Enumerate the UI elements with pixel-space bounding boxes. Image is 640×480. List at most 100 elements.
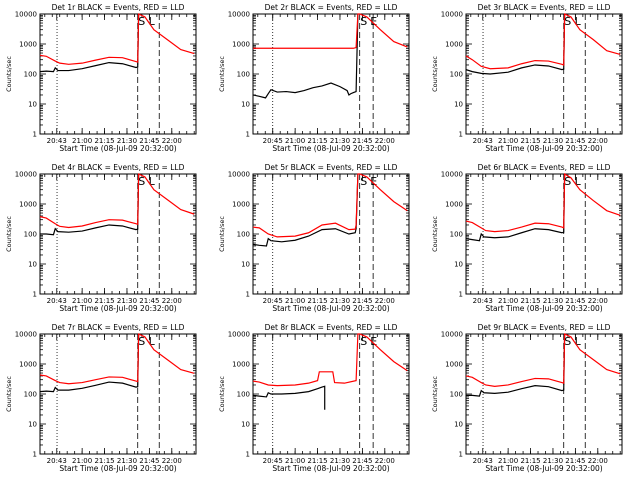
interval-marker-s: S	[138, 335, 145, 348]
x-axis-label: Start Time (08-Jul-09 20:32:00)	[59, 464, 176, 473]
x-tick-label: 21:45	[352, 457, 372, 465]
x-axis-label: Start Time (08-Jul-09 20:32:00)	[272, 144, 389, 153]
y-axis-label: Counts/sec	[5, 376, 13, 412]
lld-series-line	[252, 333, 408, 387]
y-tick-label: 10	[28, 421, 37, 429]
plot-frame	[252, 13, 410, 135]
x-axis-label: Start Time (08-Jul-09 20:32:00)	[272, 464, 389, 473]
y-tick-label: 100	[24, 391, 37, 399]
events-series-line	[465, 13, 566, 75]
x-tick-label: 22:00	[588, 137, 608, 145]
y-tick-label: 10000	[15, 171, 37, 179]
y-tick-label: 10000	[15, 331, 37, 339]
x-tick-label: 20:43	[47, 137, 67, 145]
plot-frame	[465, 173, 623, 295]
chart-panel-8: Det 8r BLACK = Events, RED = LLD 1 10 100 10…	[218, 323, 410, 473]
x-axis-label: Start Time (08-Jul-09 20:32:00)	[485, 304, 602, 313]
chart-panel-1: Det 1r BLACK = Events, RED = LLD 1 10 100 10…	[5, 3, 197, 153]
events-series-line	[252, 13, 359, 99]
x-tick-label: 21:30	[117, 297, 137, 305]
y-tick-label: 1	[33, 451, 37, 459]
y-tick-label: 100	[24, 71, 37, 79]
y-axis-label: Counts/sec	[218, 216, 226, 252]
y-tick-label: 1000	[445, 201, 463, 209]
events-series-line	[466, 333, 566, 397]
chart-title: Det 3r BLACK = Events, RED = LLD	[478, 3, 611, 12]
x-axis-label: Start Time (08-Jul-09 20:32:00)	[485, 464, 602, 473]
x-tick-label: 22:00	[375, 457, 395, 465]
chart-title: Det 6r BLACK = Events, RED = LLD	[478, 163, 611, 172]
x-tick-label: 20:45	[263, 457, 283, 465]
interval-marker-l: L	[149, 335, 156, 348]
x-tick-label: 21:45	[139, 457, 159, 465]
events-series-line	[252, 173, 359, 247]
y-tick-label: 100	[450, 231, 463, 239]
y-tick-label: 10000	[15, 11, 37, 19]
x-tick-label: 21:00	[285, 137, 305, 145]
plot-frame	[39, 173, 197, 295]
chart-panel-9: Det 9r BLACK = Events, RED = LLD 1 10 100 10…	[431, 323, 623, 473]
interval-marker-l: L	[575, 15, 582, 28]
x-tick-label: 21:00	[72, 137, 92, 145]
lld-series-line	[465, 333, 621, 387]
x-tick-label: 21:45	[139, 137, 159, 145]
y-tick-label: 1	[33, 131, 37, 139]
lld-series-line	[465, 13, 621, 70]
x-tick-label: 21:45	[565, 457, 585, 465]
x-tick-label: 21:15	[307, 137, 327, 145]
x-tick-label: 20:43	[473, 457, 493, 465]
chart-title: Det 1r BLACK = Events, RED = LLD	[52, 3, 185, 12]
y-tick-label: 100	[237, 71, 250, 79]
interval-marker-s: S	[360, 175, 367, 188]
y-tick-label: 1000	[19, 41, 37, 49]
y-tick-label: 100	[237, 391, 250, 399]
x-tick-label: 20:45	[263, 137, 283, 145]
interval-marker-l: L	[575, 175, 582, 188]
interval-marker-e: E	[370, 15, 377, 28]
y-tick-label: 100	[237, 231, 250, 239]
chart-title: Det 2r BLACK = Events, RED = LLD	[265, 3, 398, 12]
x-tick-label: 21:45	[565, 297, 585, 305]
x-tick-label: 21:30	[117, 457, 137, 465]
lld-series-line	[39, 173, 195, 229]
interval-marker-l: L	[575, 335, 582, 348]
interval-marker-s: S	[564, 175, 571, 188]
y-axis-label: Counts/sec	[431, 216, 439, 252]
interval-marker-l: L	[149, 175, 156, 188]
interval-marker-s: S	[360, 15, 367, 28]
x-tick-label: 21:45	[565, 137, 585, 145]
chart-panel-2: Det 2r BLACK = Events, RED = LLD 1 10 100 10…	[218, 3, 410, 153]
x-tick-label: 22:00	[588, 457, 608, 465]
x-tick-label: 21:00	[498, 457, 518, 465]
x-tick-label: 21:15	[94, 457, 114, 465]
x-tick-label: 22:00	[162, 297, 182, 305]
events-series-line	[252, 385, 326, 410]
x-axis-label: Start Time (08-Jul-09 20:32:00)	[272, 304, 389, 313]
lld-series-line	[252, 173, 408, 238]
interval-marker-s: S	[564, 15, 571, 28]
x-tick-label: 21:30	[543, 297, 563, 305]
interval-marker-s: S	[138, 15, 145, 28]
x-tick-label: 21:45	[139, 297, 159, 305]
x-tick-label: 21:30	[543, 457, 563, 465]
y-tick-label: 100	[450, 71, 463, 79]
y-tick-label: 1000	[19, 201, 37, 209]
x-tick-label: 22:00	[588, 297, 608, 305]
y-tick-label: 1000	[19, 361, 37, 369]
x-tick-label: 21:00	[498, 297, 518, 305]
events-series-line	[39, 333, 140, 393]
x-tick-label: 21:00	[285, 457, 305, 465]
chart-title: Det 5r BLACK = Events, RED = LLD	[265, 163, 398, 172]
y-tick-label: 100	[450, 391, 463, 399]
y-tick-label: 10000	[228, 171, 250, 179]
x-axis-label: Start Time (08-Jul-09 20:32:00)	[59, 144, 176, 153]
x-tick-label: 20:43	[473, 297, 493, 305]
x-tick-label: 21:00	[72, 457, 92, 465]
chart-title: Det 9r BLACK = Events, RED = LLD	[478, 323, 611, 332]
plot-frame	[465, 333, 623, 455]
plot-frame	[39, 333, 197, 455]
chart-panel-3: Det 3r BLACK = Events, RED = LLD 1 10 100 10…	[431, 3, 623, 153]
x-tick-label: 21:00	[72, 297, 92, 305]
chart-title: Det 8r BLACK = Events, RED = LLD	[265, 323, 398, 332]
